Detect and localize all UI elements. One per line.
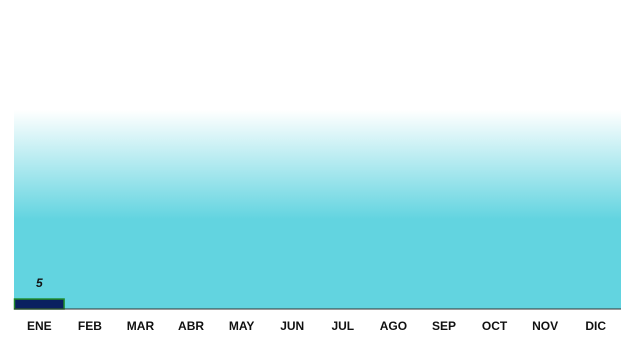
data-labels-group: 5 bbox=[36, 276, 43, 290]
x-tick-label-oct: OCT bbox=[482, 319, 508, 333]
x-tick-label-ene: ENE bbox=[27, 319, 52, 333]
x-tick-label-abr: ABR bbox=[178, 319, 204, 333]
x-tick-label-sep: SEP bbox=[432, 319, 456, 333]
plot-area-background bbox=[14, 110, 621, 309]
x-tick-label-jun: JUN bbox=[280, 319, 304, 333]
data-label-ene: 5 bbox=[36, 276, 43, 290]
x-tick-label-dic: DIC bbox=[585, 319, 606, 333]
x-axis-tick-labels: ENE FEB MAR ABR MAY JUN JUL AGO SEP OCT NOV DIC bbox=[27, 319, 606, 333]
x-tick-label-jul: JUL bbox=[331, 319, 354, 333]
bar-ene bbox=[13, 298, 65, 310]
x-tick-label-nov: NOV bbox=[532, 319, 558, 333]
x-tick-label-feb: FEB bbox=[78, 319, 102, 333]
x-tick-label-ago: AGO bbox=[380, 319, 407, 333]
bars-group bbox=[13, 298, 65, 310]
x-tick-label-may: MAY bbox=[229, 319, 255, 333]
x-tick-label-mar: MAR bbox=[127, 319, 155, 333]
